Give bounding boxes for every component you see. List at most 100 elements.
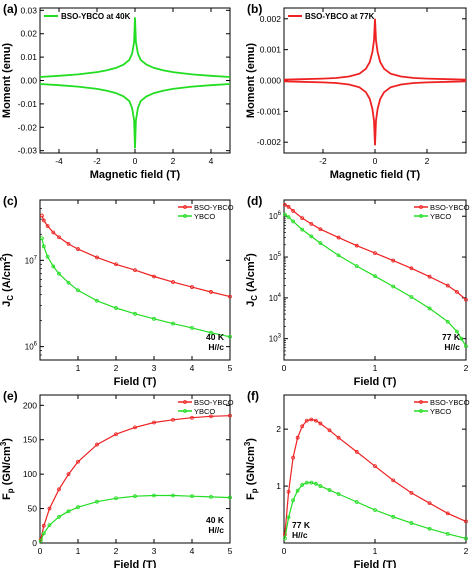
- data-point: [51, 230, 56, 235]
- y-axis-label-main: F: [1, 493, 13, 500]
- series-line-bso-ybco: [284, 418, 467, 535]
- data-point: [286, 515, 291, 520]
- chart-panel-a: -4 -2 0 2 4 -0.03 -0.02 -0.01 0.00 0.01 0.02 0.03 Ma…: [1, 2, 231, 181]
- y-tick-exponent: 5: [278, 252, 282, 258]
- y-tick-exponent: 3: [278, 334, 282, 340]
- legend-entry: BSO-YBCO at 40K: [61, 12, 131, 21]
- data-point: [409, 266, 414, 271]
- y-axis-label-sub: p: [6, 488, 15, 493]
- data-point: [283, 536, 287, 541]
- series-line-bso-ybco-at-77k: [283, 18, 467, 81]
- x-tick-label: 5: [228, 363, 233, 373]
- panel-label: (f): [247, 389, 259, 403]
- series-line-ybco: [284, 482, 467, 539]
- annotation-label: H//c: [208, 525, 224, 535]
- annotation-label: H//c: [208, 342, 224, 352]
- data-point: [336, 492, 341, 496]
- y-axis-label: Moment (emu): [245, 43, 257, 119]
- data-point: [354, 243, 359, 248]
- y-tick-label: 105: [269, 252, 282, 262]
- y-axis-label-rest: (A/cm: [1, 261, 13, 295]
- legend-entry: BSO-YBCO at 77K: [305, 12, 375, 21]
- data-point: [209, 330, 213, 335]
- data-point: [40, 236, 44, 241]
- x-tick-label: 1: [76, 363, 81, 373]
- y-tick-exponent: 6: [278, 211, 282, 217]
- y-axis-label-rest: (GN/cm: [245, 446, 257, 488]
- data-point: [57, 271, 61, 276]
- plot-frame: [283, 394, 467, 544]
- data-point: [95, 442, 99, 447]
- data-point: [304, 418, 309, 423]
- data-point: [409, 491, 414, 495]
- data-point: [133, 494, 137, 499]
- y-tick-label: 0.02: [20, 29, 37, 39]
- data-point: [209, 290, 213, 294]
- y-tick-label: 0.00: [20, 76, 37, 86]
- legend-marker: [419, 409, 423, 413]
- data-point: [76, 247, 80, 251]
- data-point: [336, 235, 341, 240]
- y-axis-label-sub: p: [250, 488, 259, 493]
- data-point: [51, 264, 56, 269]
- y-tick-label: -0.001: [257, 106, 281, 116]
- series-line-ybco: [284, 214, 467, 347]
- y-axis-label-main: F: [245, 493, 257, 500]
- x-tick-label: 4: [190, 546, 195, 556]
- data-point: [295, 488, 300, 493]
- data-point: [209, 494, 213, 499]
- x-tick-label: 2: [425, 156, 430, 166]
- data-point: [427, 501, 432, 506]
- data-point: [66, 241, 71, 246]
- y-tick-label: 1: [276, 481, 281, 491]
- y-tick-label: -0.01: [18, 99, 38, 109]
- data-point: [57, 235, 61, 240]
- plot-frame: [39, 394, 231, 544]
- data-point: [373, 464, 377, 469]
- y-axis-label: JC (A/cm2): [243, 253, 259, 307]
- legend-entry: BSO-YBCO: [194, 203, 234, 212]
- data-point: [45, 254, 50, 259]
- data-point: [133, 268, 137, 273]
- x-tick-label: 1: [373, 546, 378, 556]
- data-point: [133, 425, 137, 430]
- y-tick-label: 0.000: [260, 76, 282, 86]
- data-point: [427, 306, 432, 311]
- data-point: [309, 417, 314, 422]
- legend-entry: YBCO: [194, 407, 215, 416]
- y-tick-label: 50: [28, 504, 38, 514]
- x-tick-label: 4: [190, 363, 195, 373]
- data-point: [454, 329, 459, 334]
- data-point: [286, 204, 291, 209]
- data-point: [190, 325, 194, 330]
- data-point: [318, 484, 323, 488]
- x-tick-label: -2: [93, 156, 101, 166]
- data-point: [47, 506, 52, 511]
- data-point: [464, 297, 468, 302]
- series-line-bso-ybco: [284, 204, 467, 301]
- y-tick-exponent: 6: [34, 342, 38, 348]
- y-tick-label: 106: [25, 342, 38, 352]
- y-tick-label: 106: [269, 211, 282, 221]
- data-point: [38, 537, 43, 542]
- legend-entry: BSO-YBCO: [194, 398, 234, 407]
- series-line-bso-ybco: [41, 215, 231, 298]
- y-axis-label: JC (A/cm2): [0, 253, 15, 307]
- annotation-label: 40 K: [206, 515, 225, 525]
- y-axis-label: Fp (GN/cm3): [0, 438, 15, 500]
- x-tick-label: 4: [209, 156, 214, 166]
- plot-frame: [39, 199, 231, 361]
- data-point: [38, 539, 43, 543]
- data-point: [373, 508, 377, 512]
- data-point: [300, 216, 305, 221]
- x-axis-label: Magnetic field (T): [90, 169, 181, 181]
- x-tick-label: 3: [152, 363, 157, 373]
- y-tick-label: 0: [32, 538, 37, 548]
- data-point: [391, 284, 396, 289]
- data-point: [300, 227, 305, 232]
- data-point: [427, 526, 432, 531]
- data-point: [464, 536, 468, 541]
- data-point: [228, 495, 232, 500]
